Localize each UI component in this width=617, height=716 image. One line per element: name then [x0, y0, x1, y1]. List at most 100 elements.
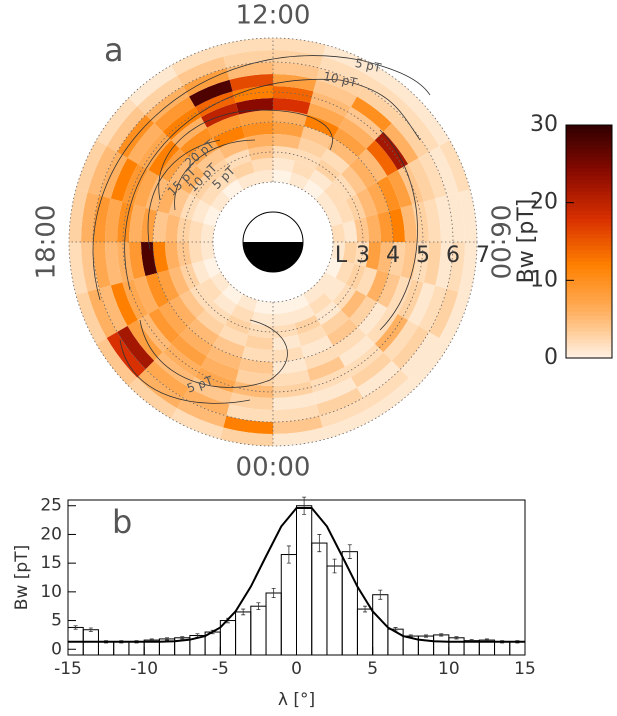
heatmap-cell: [153, 210, 169, 242]
colorbar-swatch: [566, 342, 612, 347]
heatmap-cell: [342, 220, 357, 242]
heatmap-cell: [179, 165, 206, 194]
heatmap-cell: [183, 387, 230, 416]
heatmap-cell: [210, 272, 231, 293]
y-tick-label: 10: [40, 582, 62, 602]
heatmap-cell: [177, 397, 227, 428]
heatmap-cell: [376, 176, 401, 211]
heatmap-cell: [316, 387, 363, 416]
heatmap-cell: [313, 79, 357, 107]
colorbar-swatch: [566, 214, 612, 219]
heatmap-cell: [310, 91, 351, 118]
colorbar-swatch: [566, 163, 612, 169]
contour-line: [119, 339, 251, 404]
heatmap-cell: [400, 204, 417, 242]
theta-tick-label: 00:00: [236, 453, 311, 483]
heatmap-cell: [356, 188, 378, 218]
heatmap-cell: [189, 242, 204, 264]
colorbar-tick-label: 30: [530, 112, 558, 137]
heatmap-cell: [229, 392, 273, 410]
heatmap-cell: [179, 326, 213, 357]
heatmap-cell: [327, 318, 358, 346]
error-bar: [439, 633, 444, 637]
heatmap-cell: [340, 290, 367, 319]
heatmap-cell: [137, 369, 183, 409]
heatmap-cell: [171, 335, 207, 367]
heatmap-cell: [383, 123, 419, 164]
heatmap-cell: [122, 164, 149, 205]
heatmap-cell: [273, 110, 308, 127]
heatmap-cell: [232, 381, 273, 399]
heatmap-cell: [133, 276, 159, 314]
heatmap-cell: [323, 278, 346, 302]
x-tick-label: -5: [212, 659, 229, 679]
colorbar-swatch: [566, 237, 612, 243]
colorbar-swatch: [566, 354, 612, 359]
colorbar-swatch: [566, 241, 612, 246]
colorbar-swatch: [566, 276, 612, 281]
heatmap-cell: [219, 137, 249, 159]
colorbar: 0 10 20 30 Bw [pT]: [514, 112, 613, 370]
heatmap-cell: [315, 272, 336, 293]
heatmap-cell: [162, 343, 201, 378]
colorbar-swatch: [566, 191, 612, 196]
hist-bar: [311, 542, 328, 656]
heatmap-cell: [213, 335, 246, 358]
heatmap-cell: [428, 288, 459, 338]
hist-bar: [417, 635, 435, 656]
colorbar-swatch: [566, 311, 612, 316]
heatmap-cell: [201, 102, 239, 128]
heatmap-cell: [99, 152, 128, 199]
heatmap-cell: [222, 284, 243, 305]
heatmap-cell: [207, 114, 242, 139]
panel-label: a: [104, 31, 124, 69]
heatmap-cell: [137, 131, 172, 170]
heatmap-cell: [254, 170, 273, 185]
colorbar-swatch: [566, 323, 612, 328]
heatmap-cell: [369, 377, 418, 419]
heatmap-cell: [315, 191, 336, 212]
heatmap-cell: [321, 148, 350, 175]
contour-line: [147, 139, 221, 251]
heatmap-cell: [188, 318, 219, 346]
error-bar: [241, 608, 246, 616]
colorbar-swatch: [566, 187, 612, 192]
heatmap-cell: [339, 117, 375, 149]
x-tick-label: 0: [291, 659, 302, 679]
colorbar-swatch: [566, 288, 612, 293]
colorbar-swatch: [566, 326, 612, 332]
theta-tick-label: 06:00: [485, 205, 515, 280]
heatmap-cell: [397, 279, 424, 320]
heatmap-cell: [127, 320, 163, 361]
heatmap-cell: [365, 242, 381, 270]
hist-bar: [235, 611, 252, 656]
colorbar-tick-label: 0: [544, 345, 558, 370]
heatmap-cell: [304, 345, 339, 370]
heatmap-cell: [273, 122, 305, 138]
heatmap-cell: [165, 242, 181, 270]
contour-line: [139, 319, 288, 388]
heatmap-cell: [327, 138, 358, 166]
heatmap-cell: [273, 170, 292, 185]
earth: [242, 211, 304, 273]
heatmap-cell: [400, 106, 440, 152]
heatmap-cell: [200, 278, 223, 302]
heatmap-cell: [369, 65, 418, 107]
heatmap-cell: [110, 282, 138, 326]
heatmap-cell: [158, 302, 189, 336]
heatmap-cell: [342, 242, 357, 264]
heatmap-cell: [145, 360, 189, 398]
heatmap-cell: [291, 304, 315, 324]
contour-line: [158, 109, 333, 201]
r-tick-label: 5: [416, 243, 430, 268]
heatmap-cell: [210, 191, 231, 212]
heatmap-cell: [232, 86, 273, 103]
histogram-panel: -15 -10 -5 0 5 10 15 0 5 10 15 20 25 λ [°] Bw [pT]: [12, 496, 536, 710]
heatmap-cell: [110, 158, 138, 202]
heatmap-cell: [189, 377, 233, 405]
colorbar-swatch: [566, 253, 612, 258]
colorbar-swatch: [566, 338, 612, 344]
contour-line: [379, 129, 418, 331]
heatmap-cell: [319, 397, 369, 428]
heatmap-cell: [387, 170, 413, 208]
